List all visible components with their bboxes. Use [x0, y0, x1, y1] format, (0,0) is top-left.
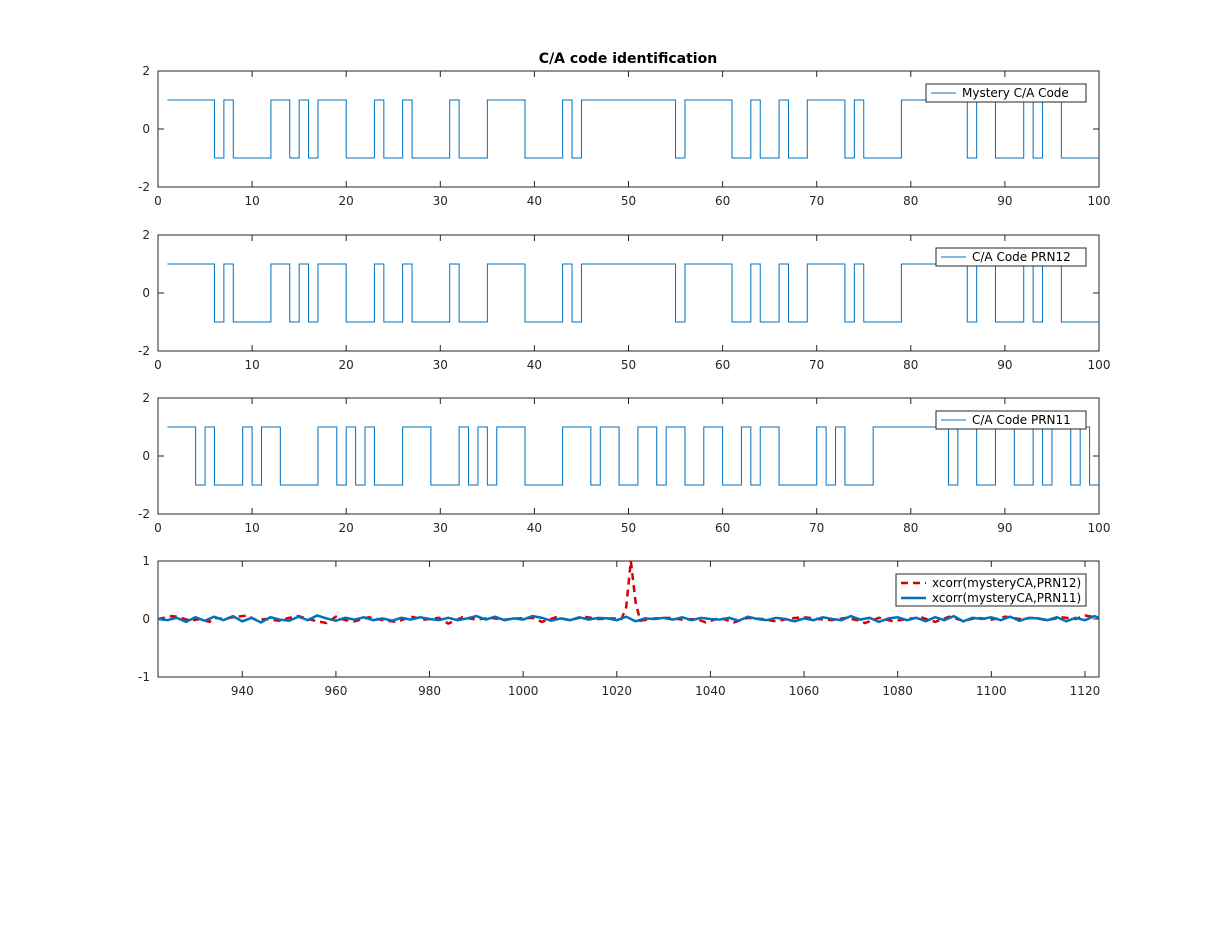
y-tick-label: 0	[142, 449, 150, 463]
legend: Mystery C/A Code	[925, 83, 1087, 103]
series-line-1	[167, 263, 1099, 323]
legend-label: xcorr(mysteryCA,PRN11)	[932, 591, 1081, 605]
x-tick-label: 60	[715, 521, 730, 535]
x-tick-label: 980	[418, 684, 441, 698]
series-line-1	[167, 426, 1099, 486]
y-tick-label: -2	[138, 344, 150, 358]
x-tick-label: 30	[433, 521, 448, 535]
legend-label: C/A Code PRN11	[972, 413, 1071, 427]
x-tick-label: 20	[339, 358, 354, 372]
x-tick-label: 60	[715, 358, 730, 372]
subplot-1: 0 10 20 30 40 50 60 70 80 90 100 -2 0 2 Mystery C/A Co…	[138, 64, 1110, 208]
x-tick-label: 90	[997, 194, 1012, 208]
y-tick-label: 2	[142, 228, 150, 242]
x-tick-label: 70	[809, 194, 824, 208]
x-tick-label: 0	[154, 194, 162, 208]
x-tick-label: 50	[621, 358, 636, 372]
legend: xcorr(mysteryCA,PRN12)xcorr(mysteryCA,PR…	[895, 573, 1087, 607]
x-tick-label: 60	[715, 194, 730, 208]
figure-title: C/A code identification	[539, 51, 717, 67]
x-tick-label: 80	[903, 194, 918, 208]
x-tick-label: 1100	[976, 684, 1007, 698]
x-tick-label: 40	[527, 358, 542, 372]
x-tick-label: 20	[339, 521, 354, 535]
subplot-3: 0 10 20 30 40 50 60 70 80 90 100 -2 0 2 C/A Code PRN11	[138, 391, 1110, 535]
x-tick-label: 1060	[789, 684, 820, 698]
x-tick-label: 90	[997, 358, 1012, 372]
x-tick-label: 30	[433, 194, 448, 208]
y-tick-label: -2	[138, 507, 150, 521]
legend-box	[935, 247, 1087, 267]
x-tick-label: 40	[527, 521, 542, 535]
legend-box	[925, 83, 1087, 103]
x-tick-label: 30	[433, 358, 448, 372]
x-tick-label: 10	[244, 521, 259, 535]
x-tick-label: 80	[903, 521, 918, 535]
x-tick-label: 1020	[602, 684, 633, 698]
legend: C/A Code PRN11	[935, 410, 1087, 430]
y-tick-label: 2	[142, 391, 150, 405]
x-tick-label: 70	[809, 521, 824, 535]
y-tick-label: -1	[138, 670, 150, 684]
series-line-2	[158, 614, 1099, 624]
x-tick-label: 50	[621, 521, 636, 535]
x-tick-label: 40	[527, 194, 542, 208]
legend-label: C/A Code PRN12	[972, 250, 1071, 264]
x-tick-label: 90	[997, 521, 1012, 535]
legend: C/A Code PRN12	[935, 247, 1087, 267]
series-line-1	[158, 561, 1099, 626]
y-tick-label: 1	[142, 554, 150, 568]
y-tick-label: 2	[142, 64, 150, 78]
x-tick-label: 940	[231, 684, 254, 698]
x-tick-label: 10	[244, 358, 259, 372]
x-tick-label: 960	[324, 684, 347, 698]
x-tick-label: 1080	[882, 684, 913, 698]
series-line-1	[167, 99, 1099, 159]
legend-box	[935, 410, 1087, 430]
x-tick-label: 0	[154, 358, 162, 372]
legend-label: xcorr(mysteryCA,PRN12)	[932, 576, 1081, 590]
legend-label: Mystery C/A Code	[962, 86, 1069, 100]
y-tick-label: 0	[142, 612, 150, 626]
x-tick-label: 70	[809, 358, 824, 372]
subplot-4: 940 960 980 1000 1020 1040 1060 1080 1100 1120 -1 0…	[138, 554, 1100, 698]
x-tick-label: 1120	[1070, 684, 1101, 698]
y-tick-label: 0	[142, 286, 150, 300]
x-tick-label: 0	[154, 521, 162, 535]
x-tick-label: 100	[1088, 194, 1111, 208]
y-tick-label: -2	[138, 180, 150, 194]
subplot-2: 0 10 20 30 40 50 60 70 80 90 100 -2 0 2 C/A Code PRN12	[138, 228, 1110, 372]
x-tick-label: 1000	[508, 684, 539, 698]
x-tick-label: 50	[621, 194, 636, 208]
x-tick-label: 20	[339, 194, 354, 208]
x-tick-label: 80	[903, 358, 918, 372]
x-tick-label: 1040	[695, 684, 726, 698]
x-tick-label: 10	[244, 194, 259, 208]
x-tick-label: 100	[1088, 358, 1111, 372]
legend-box	[895, 573, 1087, 607]
y-tick-label: 0	[142, 122, 150, 136]
x-tick-label: 100	[1088, 521, 1111, 535]
